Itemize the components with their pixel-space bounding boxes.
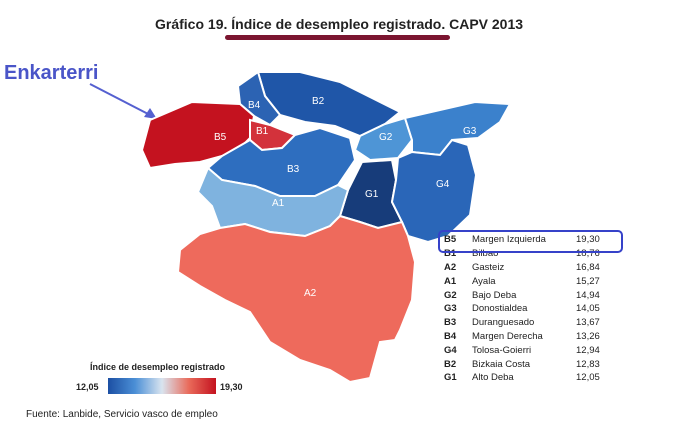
legend-value: 18,76 (576, 248, 600, 260)
title-underline-highlight (225, 35, 450, 40)
legend-code: B2 (444, 358, 457, 370)
legend-name: Margen Izquierda (472, 234, 546, 246)
legend-code: B5 (444, 234, 457, 246)
legend-name: Bajo Deba (472, 289, 517, 301)
color-scale-bar (108, 378, 216, 394)
scale-max-label: 19,30 (220, 382, 243, 392)
legend-code: G2 (444, 289, 457, 301)
annotation-arrow (89, 83, 157, 119)
highlight-box (438, 230, 623, 253)
scale-title: Índice de desempleo registrado (90, 362, 226, 372)
legend-name: Bizkaia Costa (472, 358, 531, 370)
legend-code: G3 (444, 303, 457, 315)
region-G3 (403, 100, 512, 157)
legend-name: Ayala (472, 275, 496, 287)
legend-row: A2 Gasteiz 16,84 (444, 261, 616, 275)
label-B5: B5 (214, 132, 227, 143)
legend-code: A1 (444, 275, 457, 287)
label-B4: B4 (248, 100, 261, 111)
legend-row: G4 Tolosa-Goierri 12,94 (444, 343, 616, 357)
legend-name: Duranguesado (472, 317, 535, 329)
enkarterri-annotation: Enkarterri (4, 62, 99, 84)
label-G1: G1 (365, 189, 379, 200)
label-B1: B1 (256, 126, 269, 137)
legend-value: 14,94 (576, 289, 600, 301)
legend-value: 12,83 (576, 358, 600, 370)
legend-value: 16,84 (576, 261, 600, 273)
label-A1: A1 (272, 198, 285, 209)
legend-value: 12,05 (576, 372, 600, 384)
legend-code: G4 (444, 344, 457, 356)
legend-row: G3 Donostialdea 14,05 (444, 302, 616, 316)
region-G2 (353, 116, 414, 162)
label-G3: G3 (463, 126, 477, 137)
chart-title: Gráfico 19. Índice de desempleo registra… (155, 16, 523, 32)
label-B3: B3 (287, 164, 300, 175)
title-suffix: CAPV 2013 (445, 16, 524, 32)
legend-value: 19,30 (576, 234, 600, 246)
legend-code: A2 (444, 261, 457, 273)
legend-name: Gasteiz (472, 261, 505, 273)
legend-row: A1 Ayala 15,27 (444, 274, 616, 288)
legend-row: B5 Margen Izquierda 19,30 (444, 233, 616, 247)
legend-name: Bilbao (472, 248, 499, 260)
legend-row: G1 Alto Deba 12,05 (444, 371, 616, 385)
legend-name: Margen Derecha (472, 330, 543, 342)
legend-value: 15,27 (576, 275, 600, 287)
legend-name: Alto Deba (472, 372, 514, 384)
source-note: Fuente: Lanbide, Servicio vasco de emple… (26, 409, 218, 420)
scale-min-label: 12,05 (76, 382, 99, 392)
legend-row: B3 Duranguesado 13,67 (444, 316, 616, 330)
region-A2 (176, 214, 417, 384)
legend-value: 13,67 (576, 317, 600, 329)
legend-code: G1 (444, 372, 457, 384)
title-prefix: Gráfico 19. (155, 16, 232, 32)
label-B2: B2 (312, 96, 325, 107)
legend-code: B4 (444, 330, 457, 342)
legend-value: 12,94 (576, 344, 600, 356)
label-G2: G2 (379, 132, 393, 143)
legend-table: B5 Margen Izquierda 19,30 B1 Bilbao 18,76 A2 Ga… (444, 233, 616, 385)
legend-name: Tolosa-Goierri (472, 344, 532, 356)
legend-row: B2 Bizkaia Costa 12,83 (444, 357, 616, 371)
legend-value: 14,05 (576, 303, 600, 315)
legend-code: B1 (444, 248, 457, 260)
legend-code: B3 (444, 317, 457, 329)
legend-row: B1 Bilbao 18,76 (444, 247, 616, 261)
title-main: Índice de desempleo registrado. (231, 16, 446, 32)
label-A2: A2 (304, 288, 317, 299)
legend-name: Donostialdea (472, 303, 528, 315)
legend-row: B4 Margen Derecha 13,26 (444, 330, 616, 344)
label-G4: G4 (436, 179, 450, 190)
legend-row: G2 Bajo Deba 14,94 (444, 288, 616, 302)
legend-value: 13,26 (576, 330, 600, 342)
